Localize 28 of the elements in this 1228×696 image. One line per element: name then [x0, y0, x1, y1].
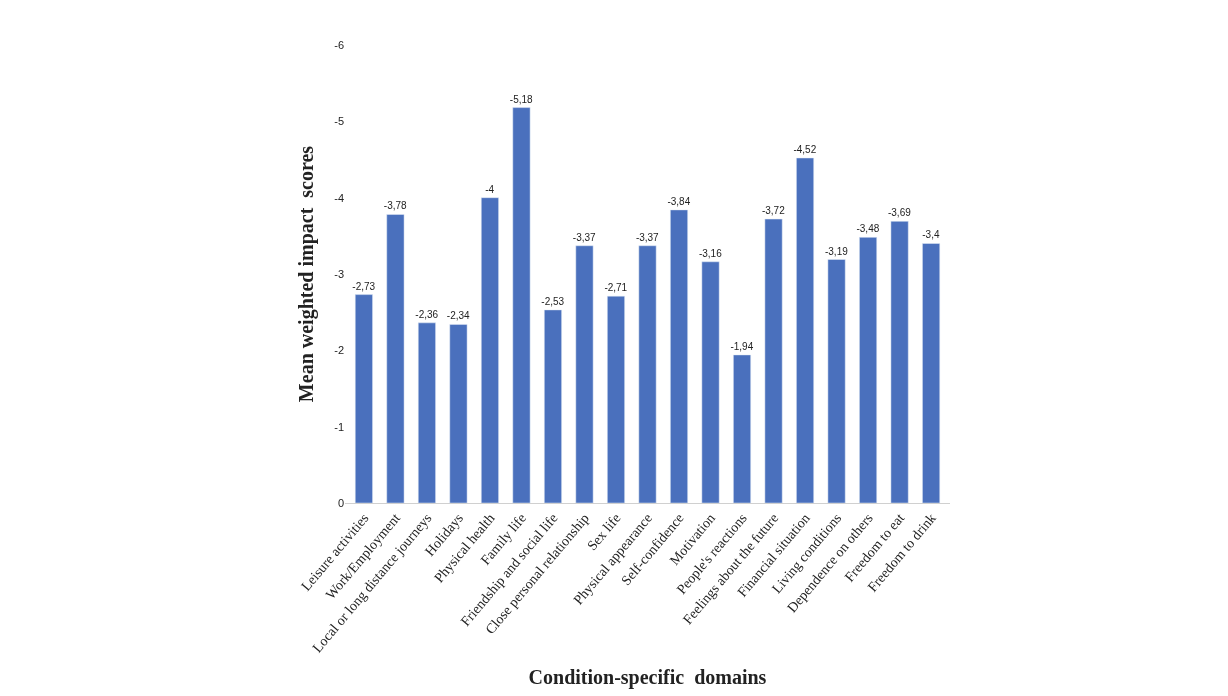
data-label: -3,72: [761, 205, 786, 217]
data-label: -3,37: [572, 231, 597, 243]
data-label: -4: [485, 183, 495, 195]
data-label: -3,78: [383, 200, 408, 212]
data-label: -3,48: [856, 223, 880, 235]
data-label: -3,16: [698, 247, 723, 259]
data-label: -2,36: [415, 308, 439, 320]
data-label: -3,69: [887, 207, 912, 219]
y-tick-label: -4: [334, 191, 344, 204]
data-label: -2,53: [541, 295, 565, 307]
x-axis-title: Condition-specific domains: [528, 665, 767, 689]
y-tick-label: -3: [334, 267, 344, 280]
y-tick-label: -6: [334, 38, 344, 51]
y-axis-title: Mean weighted impact scores: [294, 145, 318, 403]
data-label: -3,37: [635, 231, 660, 243]
data-label: -4,52: [793, 143, 817, 155]
y-tick-label: -2: [334, 344, 344, 357]
data-label: -2,73: [352, 280, 376, 292]
y-tick-label: -5: [334, 115, 344, 128]
y-tick-label: -1: [334, 420, 344, 433]
y-tick-label: 0: [337, 496, 344, 509]
data-label: -3,84: [667, 195, 691, 207]
data-label: -3,4: [922, 229, 940, 241]
data-label: -5,18: [509, 93, 534, 105]
data-label: -2,34: [446, 310, 471, 322]
data-label: -2,71: [604, 282, 628, 294]
data-label: -3,19: [824, 245, 849, 257]
data-label: -1,94: [730, 340, 754, 352]
